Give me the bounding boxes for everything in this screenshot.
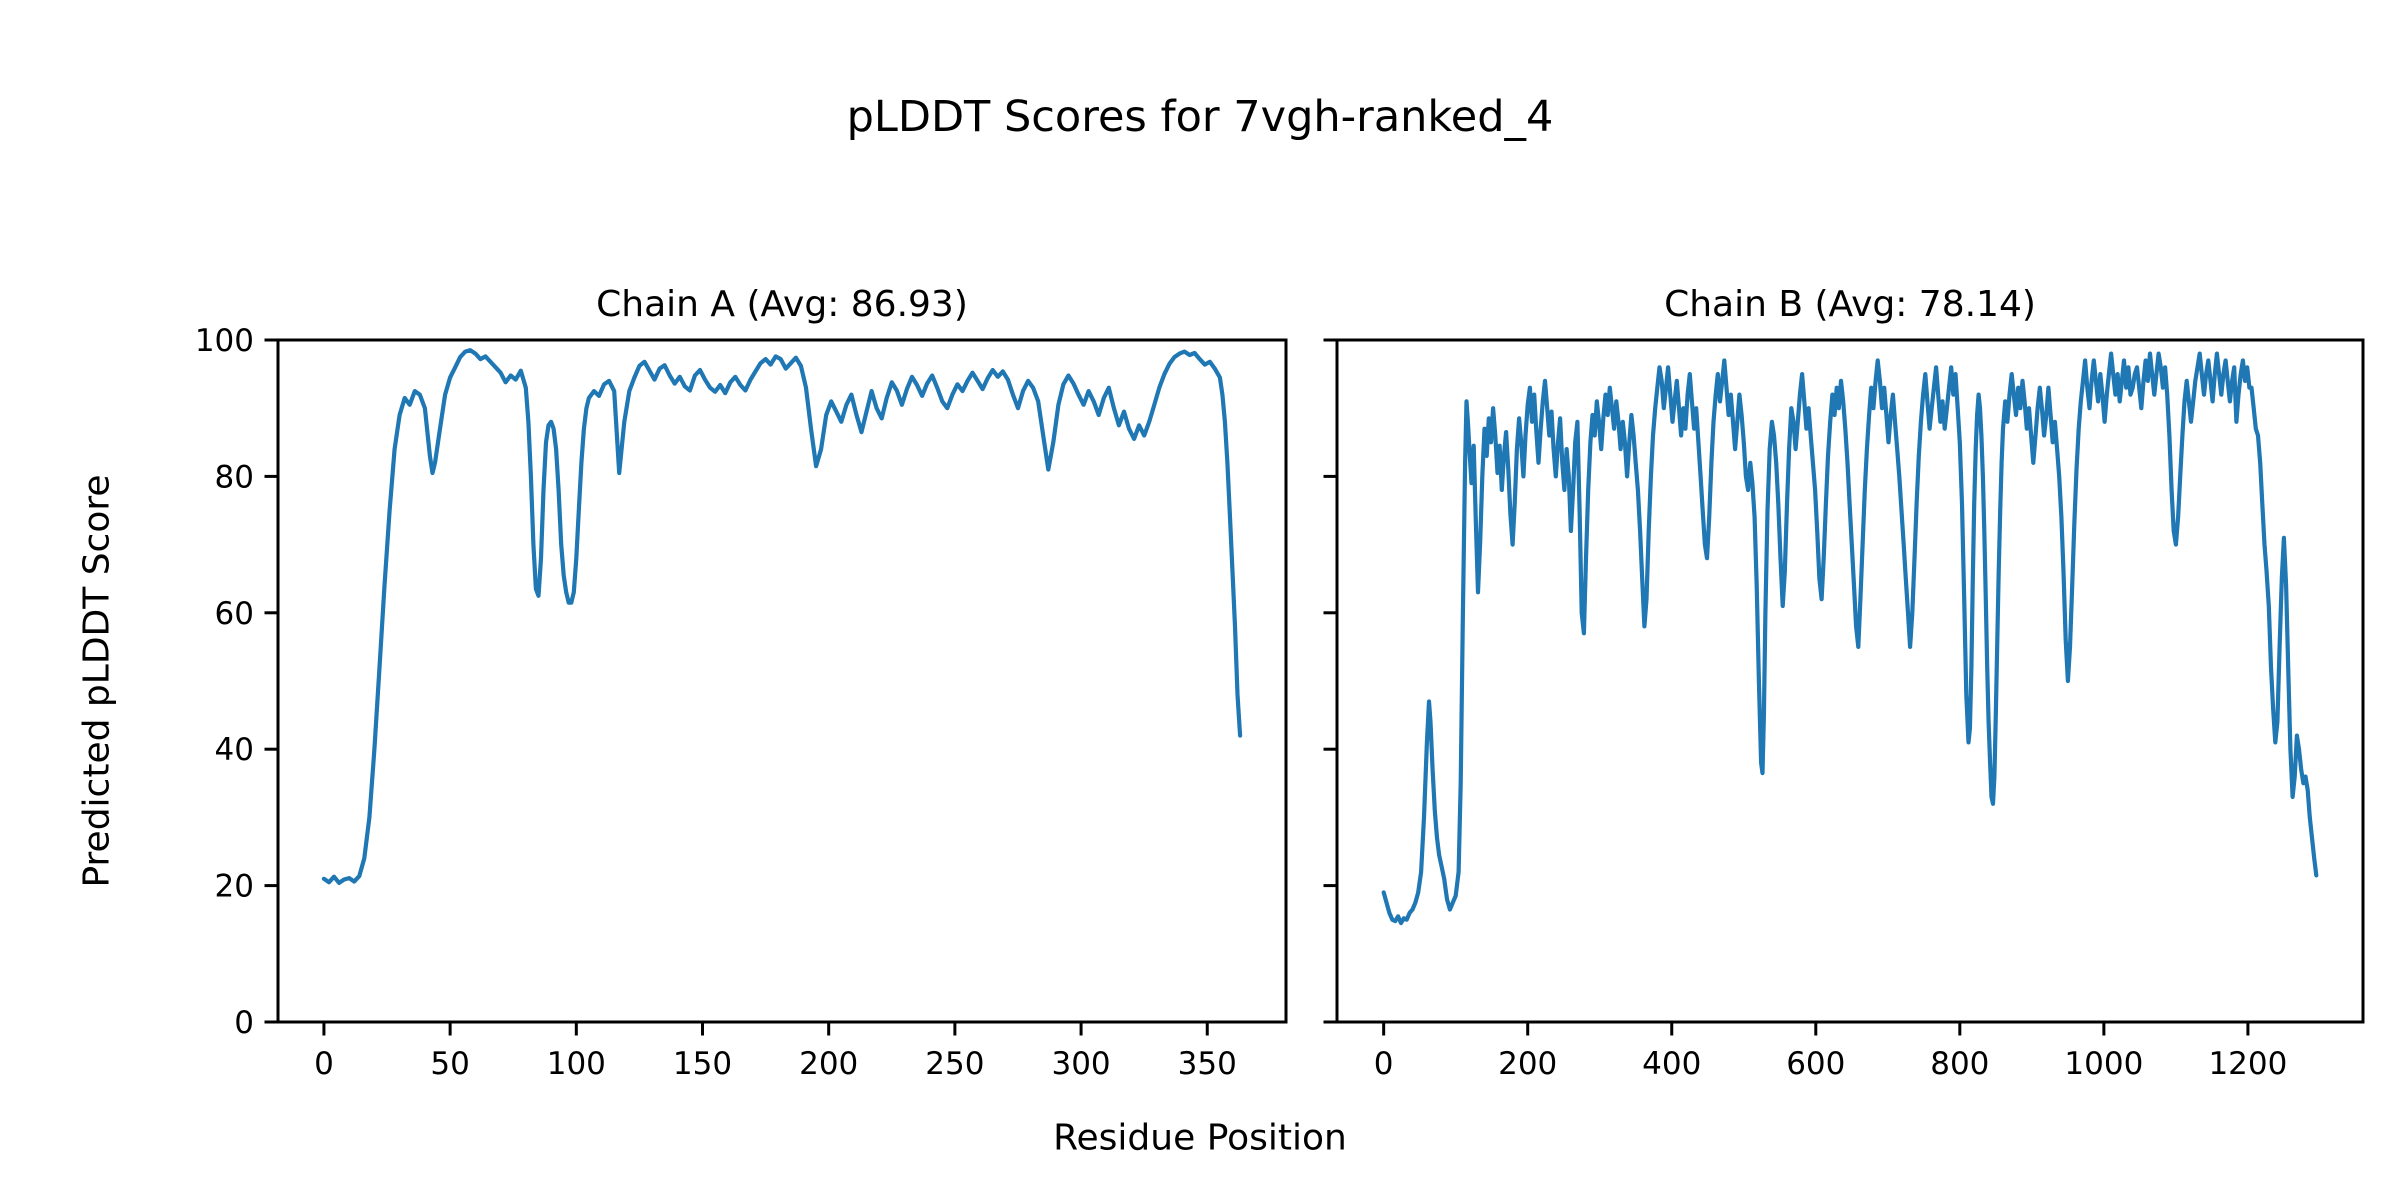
plot-spines	[276, 338, 1288, 1024]
y-tick-label: 0	[234, 1005, 254, 1041]
plddt-line-chain-b	[1381, 351, 2319, 926]
x-tick-label: 200	[799, 1046, 858, 1082]
plddt-line-chain-a	[321, 348, 1243, 886]
chain-b-subplot: Chain B (Avg: 78.14) 0 200 400 600 800 1000 12…	[1323, 284, 2365, 1082]
y-tick-label: 80	[215, 459, 254, 495]
x-tick-label: 100	[547, 1046, 606, 1082]
x-tick-label: 50	[430, 1046, 469, 1082]
x-tick-label: 800	[1930, 1046, 1989, 1082]
x-tick-label: 300	[1051, 1046, 1110, 1082]
x-tick-label: 1000	[2064, 1046, 2143, 1082]
x-tick-label: 250	[925, 1046, 984, 1082]
y-tick-label: 20	[215, 869, 254, 905]
y-axis-label: Predicted pLDDT Score	[76, 474, 118, 888]
x-tick-label: 600	[1786, 1046, 1845, 1082]
y-tick-label: 40	[215, 732, 254, 768]
plot-spines	[1335, 338, 2365, 1024]
x-tick-label: 1200	[2208, 1046, 2287, 1082]
chain-a-subplot: Chain A (Avg: 86.93) 0 50 100 150 200 250 300 3…	[195, 284, 1288, 1082]
y-tick-label: 60	[215, 596, 254, 632]
x-tick-label: 150	[673, 1046, 732, 1082]
x-tick-label: 350	[1178, 1046, 1237, 1082]
chain-a-line-chart: 0 50 100 150 200 250 300 350 0 20 40 60 80 100	[195, 323, 1288, 1082]
figure-title: pLDDT Scores for 7vgh-ranked_4	[846, 92, 1554, 142]
chain-b-line-chart: 0 200 400 600 800 1000 1200	[1323, 338, 2365, 1082]
chain-a-title: Chain A (Avg: 86.93)	[596, 284, 968, 325]
x-tick-label: 0	[1374, 1046, 1394, 1082]
x-tick-label: 0	[314, 1046, 334, 1082]
y-tick-label: 100	[195, 323, 254, 359]
x-tick-label: 400	[1642, 1046, 1701, 1082]
chain-b-title: Chain B (Avg: 78.14)	[1664, 284, 2036, 325]
x-axis-label: Residue Position	[1053, 1117, 1347, 1159]
x-tick-label: 200	[1498, 1046, 1557, 1082]
